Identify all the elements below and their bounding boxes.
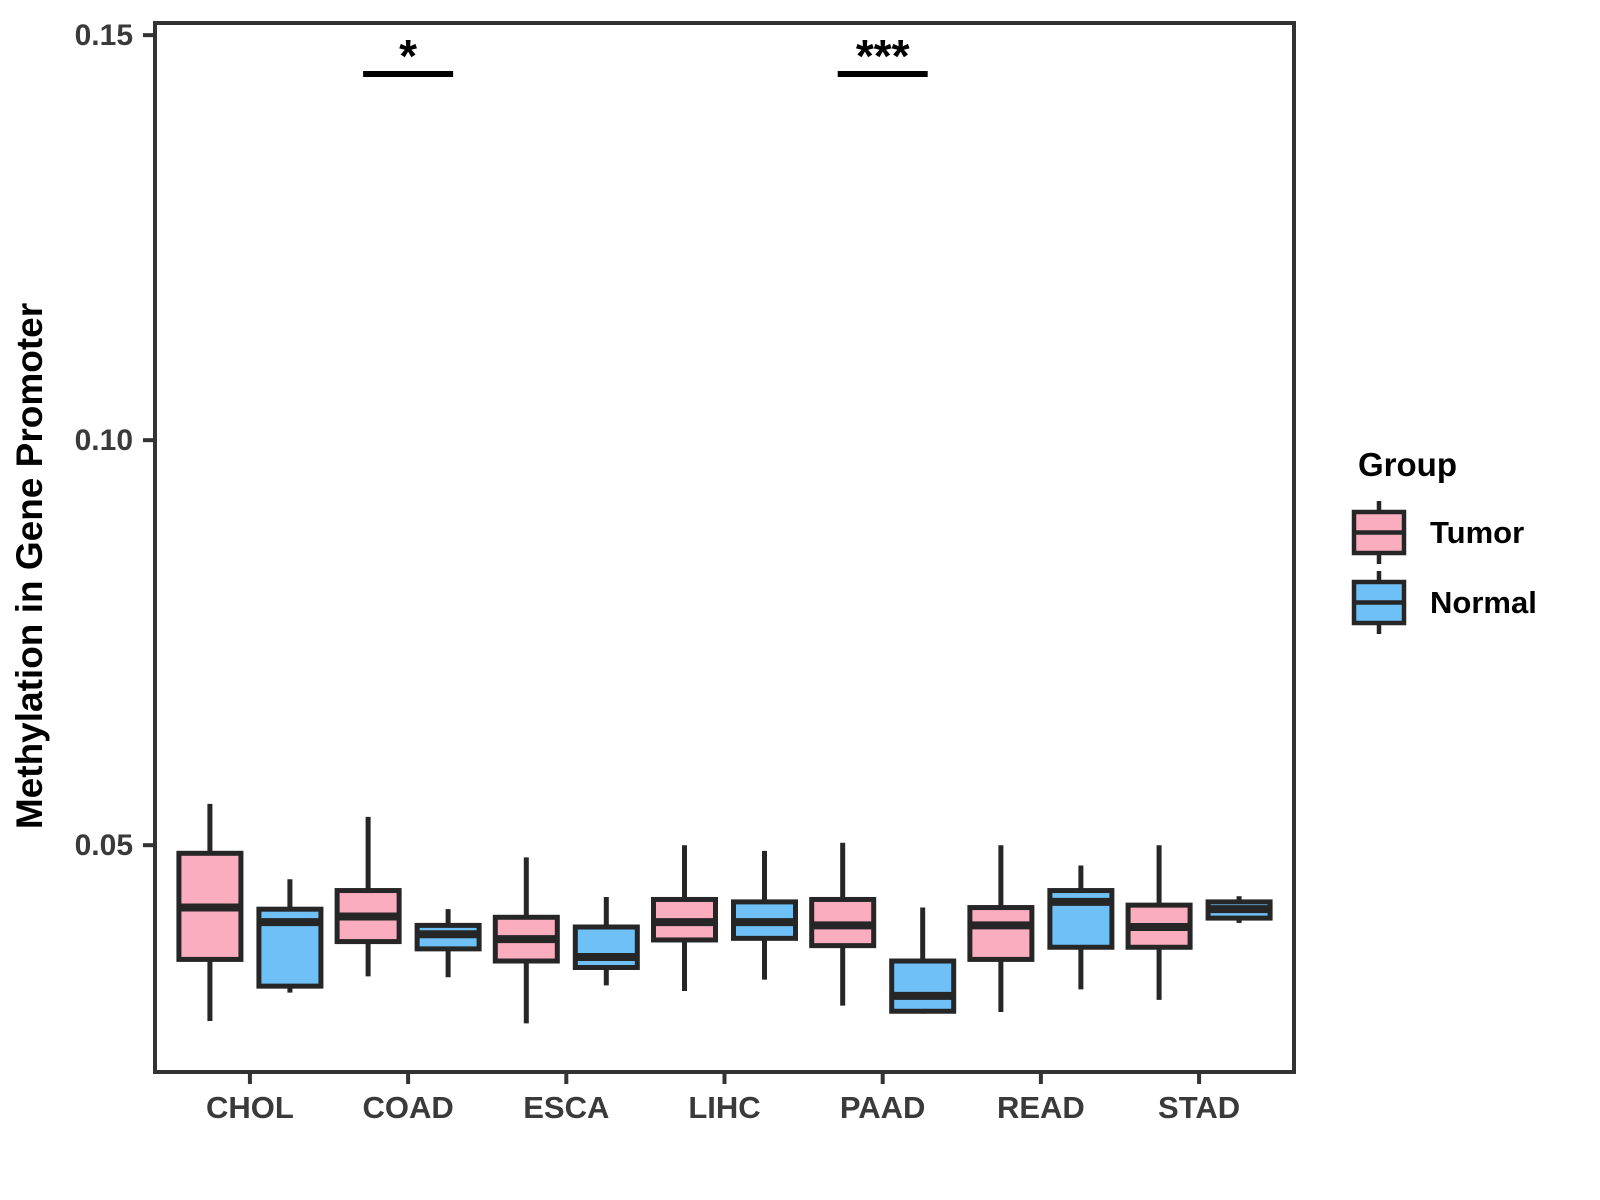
legend-entry-normal: Normal: [1350, 570, 1537, 636]
boxplot-key-icon: [1351, 571, 1407, 634]
boxplot-box-PAAD-Normal: [889, 958, 957, 1014]
boxplot-box-READ-Tumor: [967, 905, 1035, 962]
legend: Group Tumor Normal: [1350, 446, 1537, 640]
y-tick-label: 0.15: [75, 19, 133, 52]
x-tick-label: ESCA: [523, 1090, 609, 1125]
x-tick-label: PAAD: [840, 1090, 926, 1125]
boxplot-key-icon: [1351, 501, 1407, 564]
y-tick-label: 0.10: [75, 424, 133, 457]
y-axis-title: Methylation in Gene Promoter: [9, 302, 50, 830]
y-tick-label: 0.05: [75, 829, 133, 862]
legend-label-tumor: Tumor: [1430, 515, 1525, 550]
boxplot-box-ESCA-Normal: [572, 924, 640, 971]
x-tick-label: STAD: [1158, 1090, 1240, 1125]
legend-entry-tumor: Tumor: [1350, 500, 1537, 566]
x-tick-label: COAD: [362, 1090, 453, 1125]
significance-label-COAD: *: [399, 30, 417, 82]
x-tick-label: READ: [997, 1090, 1085, 1125]
x-tick-label: CHOL: [206, 1090, 294, 1125]
x-tick-label: LIHC: [688, 1090, 760, 1125]
legend-title: Group: [1358, 446, 1457, 483]
significance-label-PAAD: ***: [856, 30, 910, 82]
plot-panel: [153, 21, 1296, 1074]
legend-label-normal: Normal: [1430, 585, 1537, 620]
